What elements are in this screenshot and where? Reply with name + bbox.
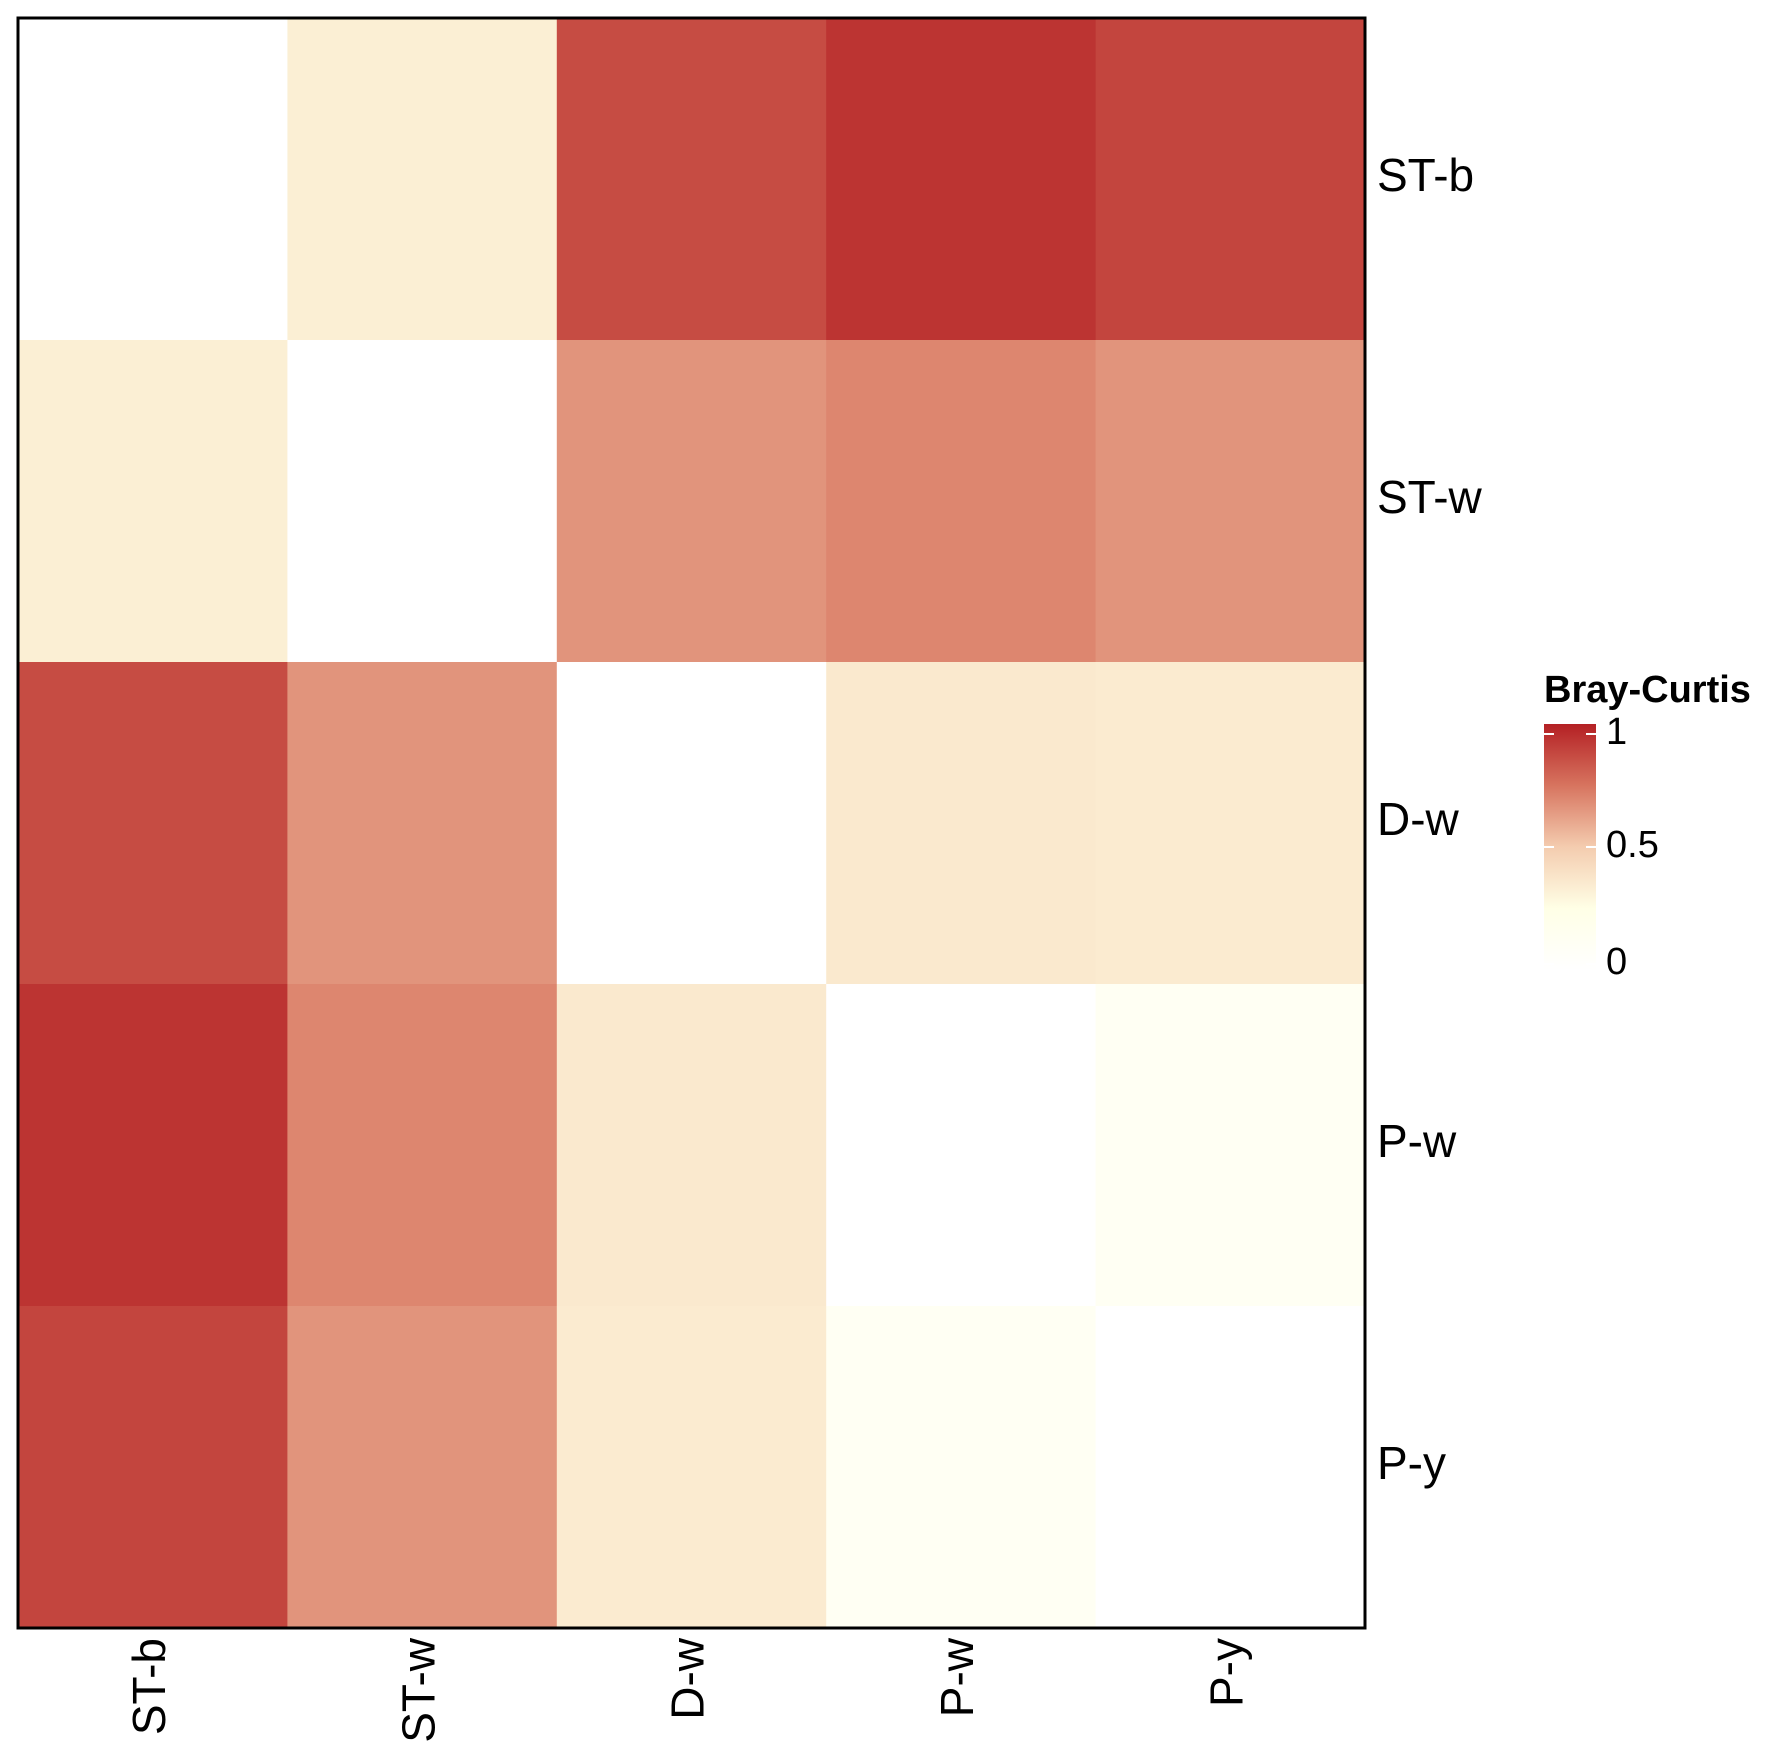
heatmap-cell (826, 18, 1097, 341)
y-tick-label: ST-b (1377, 149, 1474, 201)
x-tick-labels: ST-b ST-w D-w P-w P-y (123, 1637, 1253, 1743)
x-tick-label: P-w (931, 1637, 983, 1717)
heatmap-cell (1095, 340, 1366, 663)
heatmap-cells (18, 18, 1366, 1629)
heatmap-cell (556, 340, 827, 663)
x-tick-label: ST-w (392, 1637, 444, 1743)
heatmap-cell (287, 984, 558, 1307)
heatmap-cell (826, 984, 1097, 1307)
heatmap-cell (1095, 984, 1366, 1307)
y-tick-labels: ST-b ST-w D-w P-w P-y (1377, 149, 1483, 1489)
heatmap-cell (826, 662, 1097, 985)
plot-border (16, 16, 1367, 1630)
legend-ticks: 10.50 (1544, 711, 1659, 983)
y-tick-label: P-y (1377, 1437, 1446, 1489)
y-tick-label: P-w (1377, 1115, 1457, 1167)
heatmap-cell (287, 1306, 558, 1629)
y-tick-label: ST-w (1377, 471, 1483, 523)
heatmap-cell (556, 1306, 827, 1629)
heatmap-cell (556, 18, 827, 341)
heatmap-cell (556, 662, 827, 985)
legend-tick-label: 0.5 (1606, 824, 1659, 866)
heatmap-cell (18, 340, 288, 663)
heatmap-cell (556, 984, 827, 1307)
legend-tick-label: 1 (1606, 711, 1627, 753)
legend-title: Bray-Curtis (1544, 669, 1751, 711)
x-tick-label: P-y (1200, 1638, 1252, 1707)
heatmap-cell (18, 1306, 288, 1629)
heatmap-cell (826, 340, 1097, 663)
heatmap-cell (18, 18, 288, 341)
y-tick-label: D-w (1377, 793, 1460, 845)
x-tick-label: ST-b (123, 1638, 175, 1735)
heatmap-cell (1095, 18, 1366, 341)
heatmap-cell (826, 1306, 1097, 1629)
heatmap-cell (1095, 662, 1366, 985)
heatmap-cell (287, 662, 558, 985)
heatmap-cell (1095, 1306, 1366, 1629)
heatmap-cell (287, 340, 558, 663)
x-tick-label: D-w (662, 1637, 714, 1720)
color-legend: Bray-Curtis 10.50 (1544, 669, 1751, 983)
heatmap-cell (18, 662, 288, 985)
heatmap-cell (18, 984, 288, 1307)
heatmap-cell (287, 18, 558, 341)
legend-tick-label: 0 (1606, 941, 1627, 983)
